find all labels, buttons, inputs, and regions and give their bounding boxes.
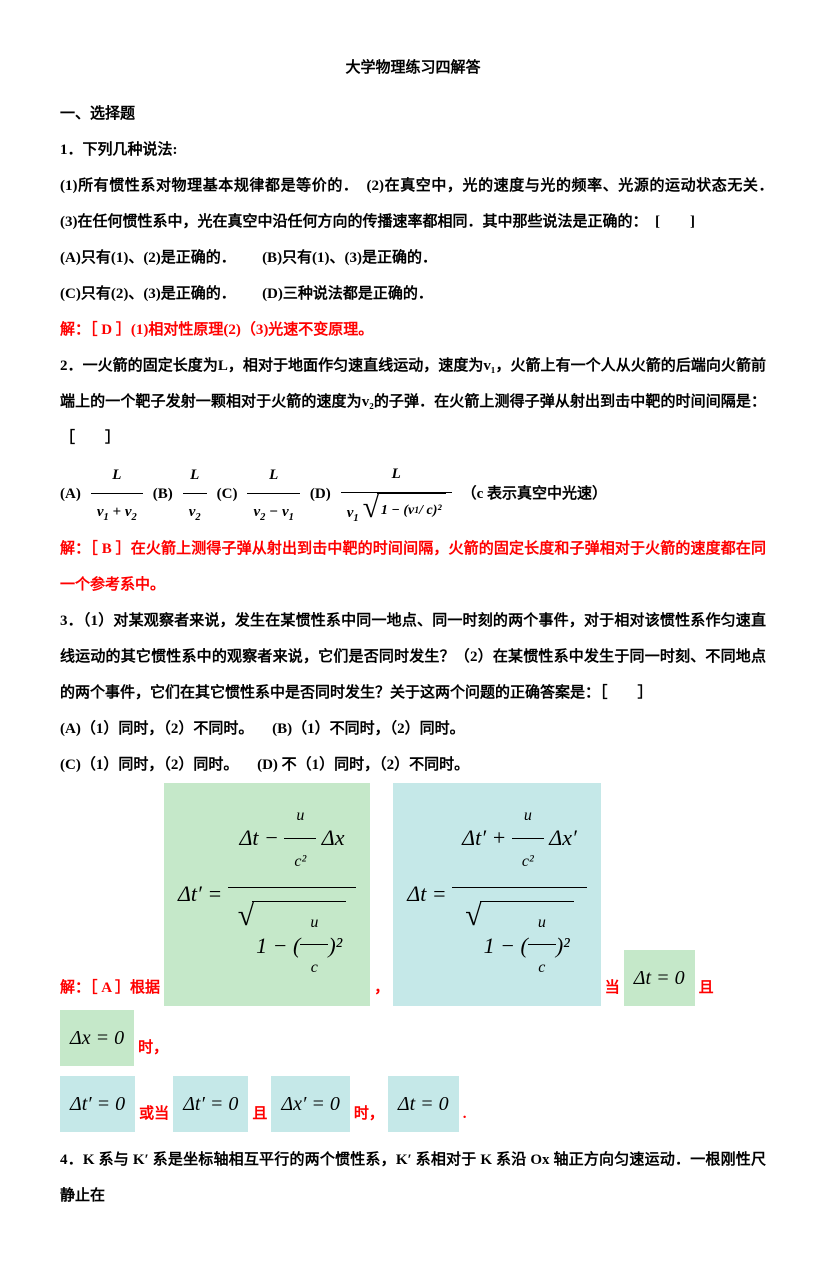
q1-optA: (A)只有(1)、(2)是正确的．: [60, 250, 236, 266]
q3-optD: (D) 不（1）同时，（2）不同时。: [257, 757, 469, 773]
q1-optB: (B)只有(1)、(3)是正确的．: [262, 250, 437, 266]
q2-optC-label: (C): [217, 476, 238, 512]
q3-period: .: [463, 1096, 467, 1132]
q1-body: (1)所有惯性系对物理基本规律都是等价的． (2)在真空中，光的速度与光的频率、…: [60, 168, 766, 240]
eq-cyan: Δt = Δt′ + uc² Δx′ 1 − (uc)²: [393, 783, 601, 1006]
q3-and: 且: [699, 970, 714, 1006]
q1-stem: 1．下列几种说法:: [60, 132, 766, 168]
q2-note: （c 表示真空中光速）: [462, 476, 607, 512]
q3-row2: (C)（1）同时，（2）同时。 (D) 不（1）同时，（2）不同时。: [60, 747, 766, 783]
q3-equation-row: 解：［ A ］根据 Δt′ = Δt − uc² Δx 1 − (uc)² ， …: [60, 783, 766, 1066]
eq-dt0b: Δt = 0: [388, 1076, 459, 1132]
q2-optD-label: (D): [310, 476, 331, 512]
q1-answer: 解：［ D ］(1)相对性原理(2)（3)光速不变原理。: [60, 312, 766, 348]
q3-ans-pre: 解：［ A ］根据: [60, 970, 160, 1006]
q4-stem: 4．K 系与 K′ 系是坐标轴相互平行的两个惯性系，K′ 系相对于 K 系沿 O…: [60, 1142, 766, 1214]
q1-optC: (C)只有(2)、(3)是正确的．: [60, 286, 236, 302]
q3-when: 当: [605, 970, 620, 1006]
section-header: 一、选择题: [60, 96, 766, 132]
q1-row1: (A)只有(1)、(2)是正确的． (B)只有(1)、(3)是正确的．: [60, 240, 766, 276]
q2-optA-label: (A): [60, 476, 81, 512]
q3-stem: 3．（1）对某观察者来说，发生在某惯性系中同一地点、同一时刻的两个事件，对于相对…: [60, 603, 766, 711]
q2-fracB: L v2: [183, 457, 207, 530]
eq-green: Δt′ = Δt − uc² Δx 1 − (uc)²: [164, 783, 370, 1006]
eq-dtp0: Δt′ = 0: [60, 1076, 135, 1132]
q3-optC: (C)（1）同时，（2）同时。: [60, 757, 238, 773]
eq-dx0: Δx = 0: [60, 1010, 134, 1066]
q3-optB: (B)（1）不同时，（2）同时。: [272, 721, 465, 737]
q3-shi2: 时，: [354, 1096, 384, 1132]
eq-dxp0: Δx′ = 0: [271, 1076, 350, 1132]
eq-dt0: Δt = 0: [624, 950, 695, 1006]
q3-optA: (A)（1）同时，（2）不同时。: [60, 721, 253, 737]
q2-answer: 解：［ B ］在火箭上测得子弹从射出到击中靶的时间间隔，火箭的固定长度和子弹相对…: [60, 531, 766, 603]
q1-row2: (C)只有(2)、(3)是正确的． (D)三种说法都是正确的．: [60, 276, 766, 312]
q3-orwhen: 或当: [139, 1096, 169, 1132]
q2-fracC: L v2 − v1: [247, 457, 299, 530]
q1-optD: (D)三种说法都是正确的．: [262, 286, 433, 302]
q2-fracD: L v1 1 − (v1 / c)²: [341, 456, 452, 531]
q3-shi: 时，: [138, 1030, 168, 1066]
q2-options: (A) L v1 + v2 (B) L v2 (C) L v2 − v1 (D)…: [60, 456, 766, 531]
q3-comma: ，: [374, 970, 389, 1006]
q3-equation-row2: Δt′ = 0 或当 Δt′ = 0 且 Δx′ = 0 时， Δt = 0 .: [60, 1076, 766, 1132]
q2-stem: 2．一火箭的固定长度为L，相对于地面作匀速直线运动，速度为v₁，火箭上有一个人从…: [60, 348, 766, 456]
q3-row1: (A)（1）同时，（2）不同时。 (B)（1）不同时，（2）同时。: [60, 711, 766, 747]
eq-dtp0b: Δt′ = 0: [173, 1076, 248, 1132]
q2-optB-label: (B): [153, 476, 173, 512]
q2-fracA: L v1 + v2: [91, 457, 143, 530]
q3-and2: 且: [252, 1096, 267, 1132]
page-title: 大学物理练习四解答: [60, 50, 766, 86]
